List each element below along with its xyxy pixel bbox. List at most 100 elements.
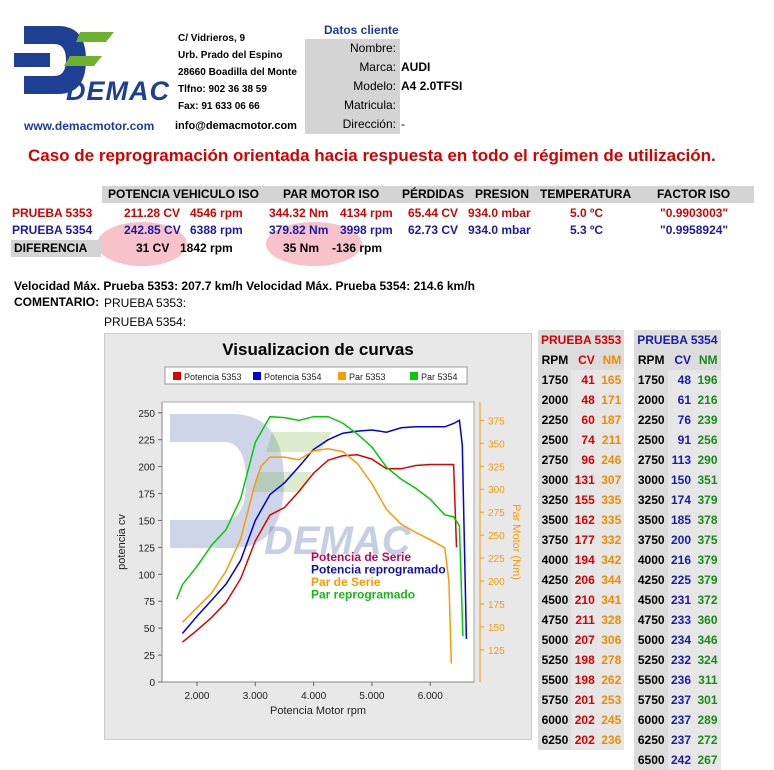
table-gap [624, 550, 634, 570]
y-tick-label: 125 [138, 543, 155, 554]
table-row: 3000 131 307 3000 150 351 [538, 470, 721, 490]
nm-cell: 379 [694, 490, 721, 510]
table-subheader: NM [694, 350, 721, 370]
cv-cell: 207 [571, 630, 598, 650]
x-tick-label: 6.000 [418, 691, 443, 702]
row-pressure: 934.0 mbar [468, 223, 531, 237]
header-presion: PRESION [475, 187, 530, 201]
cv-cell: 177 [571, 530, 598, 550]
nm-cell: 332 [597, 530, 625, 550]
cv-cell: 236 [667, 670, 695, 690]
y2-axis-label: Par Motor (Nm) [510, 504, 522, 580]
table-row: 1750 41 165 1750 48 196 [538, 370, 721, 390]
rpm-cell: 4750 [538, 610, 572, 630]
row-nm: 344.32 Nm [269, 206, 329, 220]
overlay-label: Potencia reprogramado [311, 563, 446, 577]
rpm-cell: 6000 [538, 710, 572, 730]
series-line-3 [181, 448, 453, 664]
headline: Caso de reprogramación orientada hacia r… [28, 146, 716, 165]
cv-cell: 162 [571, 510, 598, 530]
rpm-cell: 3250 [634, 490, 668, 510]
y2-tick-label: 150 [488, 623, 505, 634]
rpm-cell: 5750 [538, 690, 572, 710]
legend-swatch [173, 372, 181, 380]
y2-tick-label: 275 [488, 508, 505, 519]
empty-cell [571, 750, 597, 770]
row-temp: 5.0 ºC [570, 206, 604, 220]
cv-cell: 185 [667, 510, 695, 530]
client-label-matricula: Matricula: [305, 96, 400, 115]
client-label-direccion: Dirección: [305, 115, 400, 134]
y2-tick-label: 375 [488, 416, 505, 427]
cv-cell: 155 [571, 490, 598, 510]
rpm-cell: 6500 [634, 750, 668, 770]
logo-mark [14, 26, 114, 94]
rpm-cell: 2750 [538, 450, 572, 470]
table-gap [624, 470, 634, 490]
table-subheader: RPM [538, 350, 572, 370]
rpm-cell: 3000 [634, 470, 668, 490]
table-gap [624, 510, 634, 530]
cv-cell: 201 [571, 690, 598, 710]
nm-cell: 267 [694, 750, 721, 770]
rpm-cell: 4000 [538, 550, 572, 570]
legend-swatch [338, 372, 346, 380]
table-subheader: CV [667, 350, 695, 370]
cv-cell: 91 [667, 430, 695, 450]
email-link[interactable]: info@demacmotor.com [175, 120, 297, 132]
nm-cell: 256 [694, 430, 721, 450]
legend-label: Potencia 5353 [184, 372, 242, 382]
rpm-cell: 5500 [634, 670, 668, 690]
client-label-marca: Marca: [305, 58, 400, 77]
rpm-cell: 4000 [634, 550, 668, 570]
rpm-cell: 4750 [634, 610, 668, 630]
table-row: 2250 60 187 2250 76 239 [538, 410, 721, 430]
nm-cell: 341 [597, 590, 625, 610]
row-loss: 65.44 CV [408, 206, 459, 220]
cv-cell: 232 [667, 650, 695, 670]
table-gap [624, 610, 634, 630]
watermark-logo-mark [170, 414, 284, 548]
row-nm-rpm: 4134 rpm [340, 206, 393, 220]
cv-cell: 202 [571, 730, 598, 750]
y-tick-label: 100 [138, 570, 155, 581]
table-row: 4750 211 328 4750 233 360 [538, 610, 721, 630]
watermark-text: DEMAC [264, 519, 412, 563]
y-tick-label: 250 [138, 409, 155, 420]
table-subheader: CV [571, 350, 598, 370]
table-row: 2000 48 171 2000 61 216 [538, 390, 721, 410]
rpm-cell: 2250 [538, 410, 572, 430]
legend-swatch [253, 372, 261, 380]
empty-cell [598, 750, 625, 770]
table-row: 3250 155 335 3250 174 379 [538, 490, 721, 510]
header-factor: FACTOR ISO [657, 187, 731, 201]
rpm-cell: 5000 [634, 630, 668, 650]
rpm-cell: 5250 [634, 650, 668, 670]
row-nm: 379.82 Nm [269, 223, 329, 237]
cv-cell: 237 [667, 690, 695, 710]
nm-cell: 262 [597, 670, 625, 690]
cv-cell: 76 [667, 410, 695, 430]
cv-cell: 231 [667, 590, 695, 610]
client-value-modelo: A4 2.0TFSI [401, 79, 463, 93]
cv-cell: 210 [571, 590, 598, 610]
nm-cell: 289 [694, 710, 721, 730]
cv-cell: 61 [667, 390, 695, 410]
speed-line: Velocidad Máx. Prueba 5353: 207.7 km/h V… [14, 279, 475, 293]
rpm-cell: 1750 [538, 370, 572, 390]
row-factor: "0.9958924" [660, 223, 729, 237]
cv-cell: 48 [667, 370, 695, 390]
table-row: 3500 162 335 3500 185 378 [538, 510, 721, 530]
table-gap [624, 630, 634, 650]
comment-line-5353: PRUEBA 5353: [104, 296, 187, 310]
table-gap [624, 410, 634, 430]
nm-cell: 328 [597, 610, 625, 630]
nm-cell: 272 [694, 730, 721, 750]
website-link[interactable]: www.demacmotor.com [24, 119, 155, 133]
nm-cell: 378 [694, 510, 721, 530]
header-par: PAR MOTOR ISO [283, 187, 380, 201]
address-line: 28660 Boadilla del Monte [178, 67, 297, 78]
table-gap [624, 370, 634, 390]
rpm-cell: 2000 [634, 390, 668, 410]
rpm-cell: 2750 [634, 450, 668, 470]
